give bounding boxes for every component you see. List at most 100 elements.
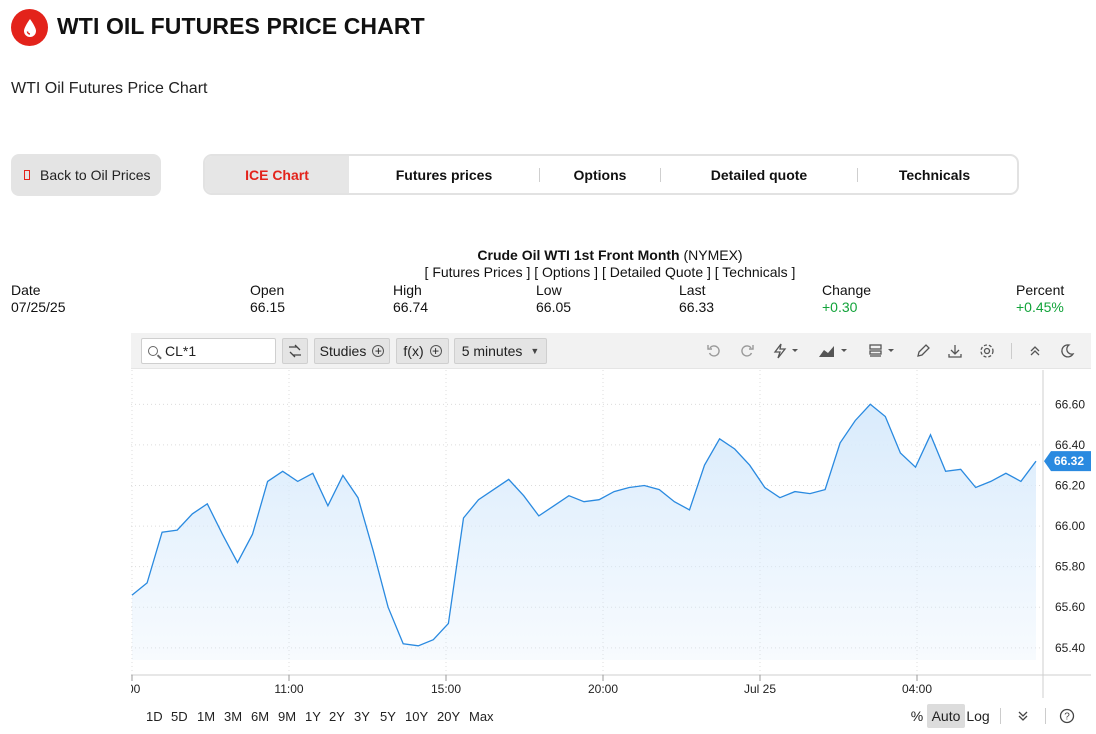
chart-type-icon[interactable] <box>818 341 852 361</box>
range-divider <box>1000 708 1001 724</box>
range-1d[interactable]: 1D <box>146 709 163 724</box>
price-area <box>132 404 1036 660</box>
add-icon: + <box>372 345 385 357</box>
stat-label: Date <box>11 282 41 298</box>
tab-futures-prices[interactable]: Futures prices <box>395 166 493 183</box>
log-scale-button[interactable]: Log <box>966 708 990 724</box>
range-20y[interactable]: 20Y <box>437 709 461 724</box>
y-tick-label: 65.80 <box>1055 560 1085 574</box>
stat-label: Open <box>250 282 285 298</box>
tab-ice-chart[interactable]: ICE Chart <box>205 156 349 193</box>
range-6m[interactable]: 6M <box>251 709 270 724</box>
interval-dropdown[interactable]: 5 minutes ▼ <box>454 338 547 364</box>
stat-high: High 66.74 <box>393 282 428 316</box>
compare-icon[interactable] <box>282 338 308 364</box>
stat-open: Open 66.15 <box>250 282 285 316</box>
stat-date: Date 07/25/25 <box>11 282 66 316</box>
back-to-oil-prices-button[interactable]: Back to Oil Prices <box>11 154 161 196</box>
chevron-down-icon: ▼ <box>530 346 540 356</box>
y-tick-label: 65.60 <box>1055 600 1085 614</box>
instrument-name: Crude Oil WTI 1st Front Month <box>477 247 680 263</box>
y-tick-label: 66.60 <box>1055 397 1085 411</box>
range-bar: 1D 5D 1M 3M 6M 9M 1Y 2Y 3Y 5Y 10Y 20Y Ma… <box>131 701 1091 731</box>
search-icon <box>148 346 158 356</box>
chart-toolbar: CL*1 Studies + f(x) + 5 minutes ▼ <box>131 333 1091 369</box>
range-3m[interactable]: 3M <box>224 709 243 724</box>
range-5y[interactable]: 5Y <box>380 709 396 724</box>
collapse-icon[interactable] <box>1025 341 1045 361</box>
range-9m[interactable]: 9M <box>278 709 297 724</box>
stat-label: Percent <box>1016 282 1065 298</box>
x-tick-label: Jul 25 <box>744 682 776 696</box>
range-1m[interactable]: 1M <box>197 709 216 724</box>
expand-down-icon[interactable] <box>1014 704 1032 728</box>
range-1y[interactable]: 1Y <box>305 709 321 724</box>
stat-value: 66.33 <box>679 299 715 315</box>
quote-heading: Crude Oil WTI 1st Front Month (NYMEX) <box>0 247 1096 263</box>
add-icon: + <box>429 345 442 357</box>
stat-value: 66.05 <box>536 299 572 315</box>
symbol-search-input[interactable]: CL*1 <box>141 338 276 364</box>
studies-label: Studies <box>319 343 367 359</box>
tab-options[interactable]: Options <box>573 166 627 183</box>
chart-widget: CL*1 Studies + f(x) + 5 minutes ▼ <box>131 333 1091 731</box>
x-tick-label: :00 <box>131 682 141 696</box>
range-max[interactable]: Max <box>469 709 494 724</box>
stat-value: 07/25/25 <box>11 299 66 315</box>
help-icon[interactable]: ? <box>1057 704 1077 728</box>
undo-icon[interactable] <box>704 341 724 361</box>
studies-button[interactable]: Studies + <box>314 338 390 364</box>
stat-value: +0.45% <box>1016 299 1064 315</box>
page-subtitle: WTI Oil Futures Price Chart <box>11 80 208 97</box>
range-5d[interactable]: 5D <box>171 709 188 724</box>
settings-icon[interactable] <box>977 341 997 361</box>
percent-scale-button[interactable]: % <box>910 708 924 724</box>
phone-icon <box>24 170 30 180</box>
back-button-label: Back to Oil Prices <box>40 167 151 183</box>
last-price-label: 66.32 <box>1054 454 1084 468</box>
tab-bar: ICE Chart Futures prices Options Detaile… <box>203 154 1019 195</box>
fx-button[interactable]: f(x) + <box>396 338 449 364</box>
interval-label: 5 minutes <box>461 343 523 359</box>
redo-icon[interactable] <box>737 341 757 361</box>
stat-value: 66.15 <box>250 299 286 315</box>
download-icon[interactable] <box>945 341 965 361</box>
lightning-icon[interactable] <box>771 341 803 361</box>
stat-label: Last <box>679 282 706 298</box>
y-tick-label: 65.40 <box>1055 641 1085 655</box>
stat-label: High <box>393 282 422 298</box>
quote-links[interactable]: [ Futures Prices ] [ Options ] [ Detaile… <box>424 264 796 280</box>
tab-divider <box>660 167 661 182</box>
stat-change: Change +0.30 <box>822 282 871 316</box>
price-line <box>131 403 1037 647</box>
stat-label: Low <box>536 282 562 298</box>
stat-label: Change <box>822 282 872 298</box>
tab-divider <box>539 167 540 182</box>
y-tick-label: 66.20 <box>1055 479 1085 493</box>
layout-icon[interactable] <box>868 341 900 361</box>
svg-text:?: ? <box>1064 712 1070 723</box>
x-tick-label: 15:00 <box>431 682 461 696</box>
exchange-name: (NYMEX) <box>683 247 743 263</box>
page-title: WTI OIL FUTURES PRICE CHART <box>57 13 425 39</box>
oil-drop-icon <box>11 9 48 46</box>
stat-percent: Percent +0.45% <box>1016 282 1064 316</box>
stat-low: Low 66.05 <box>536 282 571 316</box>
range-10y[interactable]: 10Y <box>405 709 429 724</box>
pencil-icon[interactable] <box>913 341 933 361</box>
toolbar-divider <box>1011 343 1012 359</box>
stat-value: 66.74 <box>393 299 429 315</box>
range-2y[interactable]: 2Y <box>329 709 345 724</box>
auto-scale-button[interactable]: Auto <box>927 704 965 728</box>
range-divider <box>1045 708 1046 724</box>
price-chart[interactable]: 66.60 66.40 66.20 66.00 65.80 65.60 65.40:00 11… <box>131 370 1091 700</box>
fx-label: f(x) <box>403 343 424 359</box>
dark-mode-icon[interactable] <box>1057 341 1077 361</box>
tab-divider <box>857 167 858 182</box>
y-tick-label: 66.00 <box>1055 519 1085 533</box>
x-tick-label: 20:00 <box>588 682 618 696</box>
tab-technicals[interactable]: Technicals <box>898 166 971 183</box>
range-3y[interactable]: 3Y <box>354 709 370 724</box>
tab-detailed-quote[interactable]: Detailed quote <box>710 166 808 183</box>
x-tick-label: 11:00 <box>274 682 303 696</box>
